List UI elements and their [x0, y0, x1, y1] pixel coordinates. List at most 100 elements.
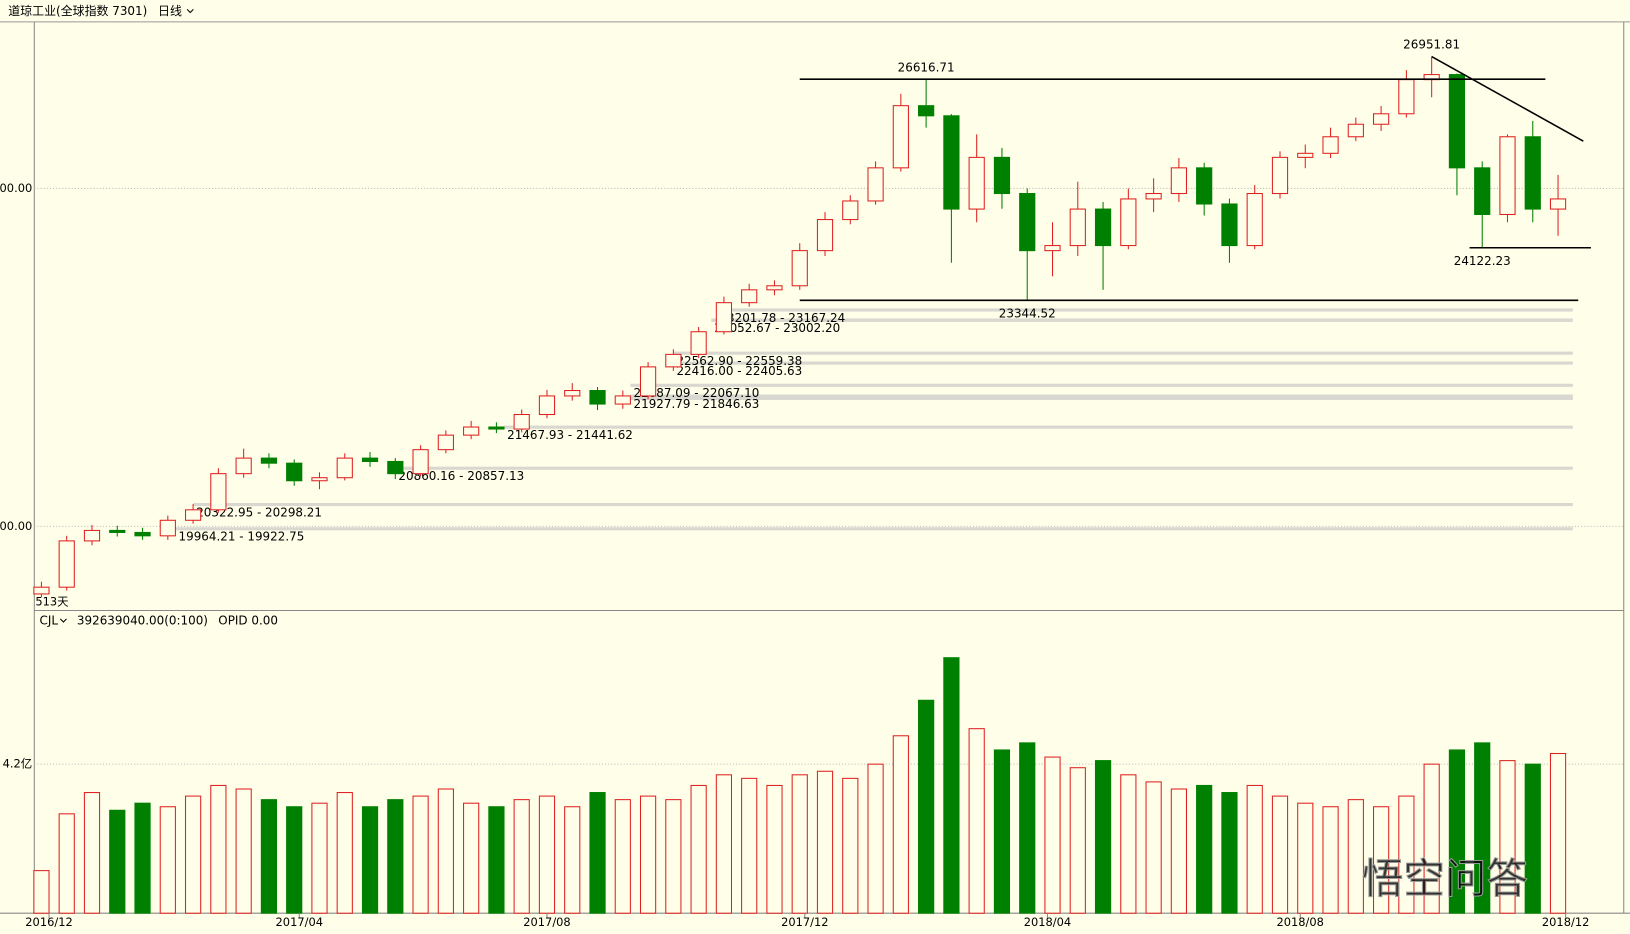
volume-bar [1094, 760, 1112, 914]
candle-body [665, 353, 682, 368]
zone-label: 23052.67 - 23002.20 [714, 321, 840, 335]
y-tick-label: 4.2亿 [3, 757, 33, 771]
volume-bar [463, 802, 480, 914]
price-zone [716, 308, 1573, 312]
candle-body [235, 457, 252, 475]
price-zone [175, 527, 1573, 531]
volume-bar [1221, 792, 1238, 914]
candle-body [1044, 245, 1061, 252]
candle-body [336, 457, 353, 479]
extreme-label: 26951.81 [1403, 38, 1460, 52]
volume-bar [715, 774, 733, 914]
extreme-label: 26616.71 [898, 60, 955, 74]
candle-body [918, 105, 935, 117]
period-selector[interactable]: 日线 [158, 4, 182, 18]
candle-body [1120, 198, 1137, 247]
title-bar [0, 0, 1630, 23]
candle-body [286, 462, 303, 482]
volume-bar [892, 735, 909, 914]
extreme-label: 23344.52 [999, 306, 1056, 320]
volume-bar [766, 784, 783, 914]
candle-body [968, 156, 985, 210]
candle-body [311, 477, 328, 482]
volume-bar [1347, 799, 1364, 914]
volume-bar [361, 806, 379, 914]
volume-bar [412, 795, 429, 914]
candle-body [1271, 156, 1289, 195]
candle-body [184, 509, 202, 521]
volume-bar [1499, 760, 1516, 914]
price-zone [504, 425, 1573, 429]
volume-bar [993, 749, 1011, 914]
volume-bar [1524, 763, 1541, 914]
volume-bar [159, 806, 176, 914]
candle-body [1246, 193, 1263, 247]
candle-body [1094, 208, 1112, 247]
volume-bar [589, 792, 606, 914]
candle-body [614, 395, 631, 405]
volume-bar [513, 799, 530, 914]
candle-body [83, 529, 101, 542]
candle-body [639, 366, 657, 397]
instrument-title: 道琼工业(全球指数 7301) [8, 3, 147, 18]
candle-body [564, 390, 581, 397]
volume-bar [1474, 742, 1491, 914]
candle-body [488, 426, 505, 430]
candle-body [1398, 79, 1415, 115]
zone-label: 20860.16 - 20857.13 [398, 469, 524, 483]
volume-bar [134, 802, 151, 914]
volume-bar [918, 699, 935, 914]
candle-body [842, 200, 859, 221]
volume-bar [33, 870, 50, 914]
volume-bar [614, 799, 631, 914]
candle-body [58, 540, 75, 588]
volume-bar [1549, 752, 1567, 914]
zone-label: 22562.90 - 22559.38 [676, 354, 802, 368]
x-tick-label: 2017/04 [276, 915, 323, 929]
volume-bar [1398, 795, 1415, 914]
volume-bar [260, 799, 278, 914]
volume-bar [564, 806, 581, 914]
volume-bar [1373, 806, 1390, 914]
volume-bar [1423, 763, 1440, 914]
volume-bar [286, 806, 303, 914]
zone-label: 21927.79 - 21846.63 [634, 397, 760, 411]
candle-body [1196, 167, 1213, 205]
zone-label: 21467.93 - 21441.62 [507, 428, 633, 442]
candle-body [1373, 113, 1390, 125]
volume-bar [791, 774, 808, 914]
candle-body [766, 285, 783, 291]
zone-label: 22087.09 - 22067.10 [634, 386, 760, 400]
candle-body [1322, 136, 1339, 154]
x-tick-label: 2018/08 [1277, 915, 1324, 929]
candle-body [1145, 193, 1162, 200]
volume-bar [1271, 795, 1289, 914]
volume-bar [311, 802, 328, 914]
volume-bar [1196, 784, 1213, 914]
x-tick-label: 2017/12 [781, 915, 828, 929]
candle-body [1297, 152, 1314, 158]
volume-bar [867, 763, 884, 914]
volume-bar [741, 777, 758, 914]
volume-bar [1246, 784, 1263, 914]
period-dropdown-arrow[interactable] [186, 8, 194, 14]
volume-bar [1044, 756, 1061, 914]
volume-bar [1019, 742, 1036, 914]
zone-label: 19964.21 - 19922.75 [179, 530, 305, 544]
zone-label: 22416.00 - 22405.63 [676, 364, 802, 378]
indicator-selector[interactable]: CJL [40, 613, 59, 627]
candle-body [1549, 198, 1567, 210]
price-zone [630, 394, 1573, 401]
zone-label: 23201.78 - 23167.24 [719, 311, 845, 325]
volume-bar [83, 792, 101, 914]
volume-bar [968, 728, 985, 914]
candle-body [159, 519, 176, 537]
candle-body [1221, 203, 1238, 247]
x-tick-label: 2017/08 [523, 915, 570, 929]
volume-bar [538, 795, 556, 914]
candle-body [715, 302, 733, 333]
volume-bar [210, 784, 227, 914]
candle-body [361, 457, 379, 463]
indicator-dropdown-arrow[interactable] [59, 618, 67, 623]
